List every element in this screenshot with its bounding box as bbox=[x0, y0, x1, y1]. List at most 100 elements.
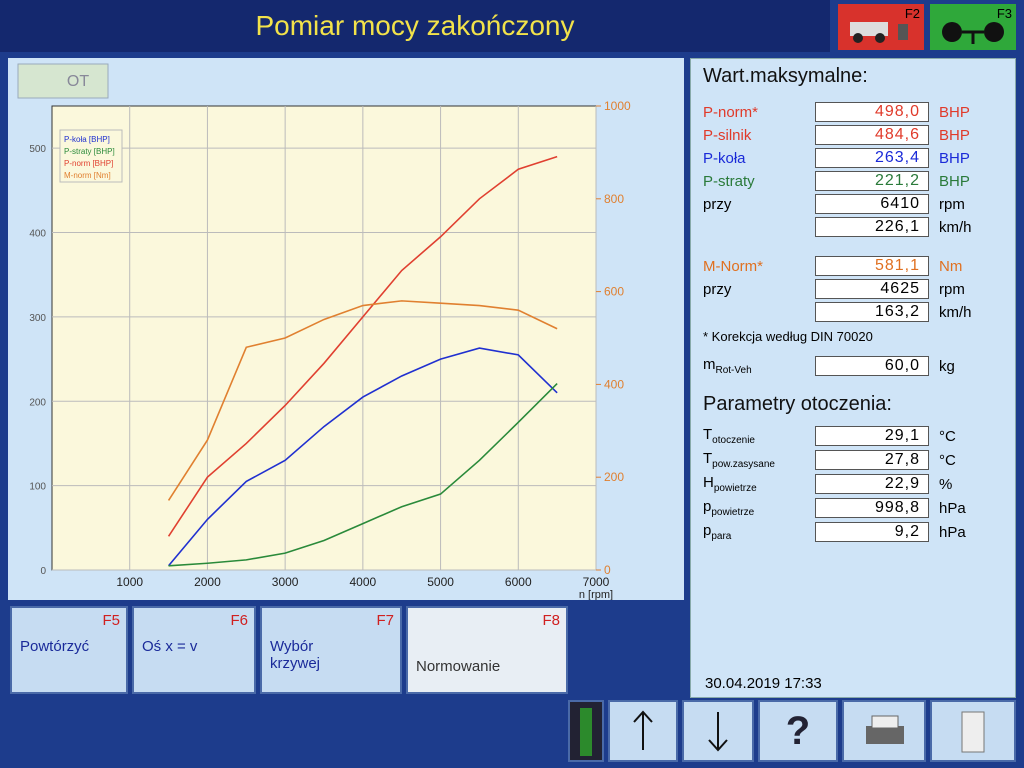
unit: BHP bbox=[939, 149, 970, 167]
datetime: 30.04.2019 17:33 bbox=[705, 675, 822, 692]
y-tick-label: 400 bbox=[29, 229, 46, 240]
value-row: Hpowietrze 22,9% bbox=[703, 473, 1013, 495]
legend-entry: P-koła [BHP] bbox=[64, 135, 110, 144]
value-box: 484,6 bbox=[815, 125, 929, 145]
series-line bbox=[167, 300, 558, 501]
function-button[interactable]: F7 Wybór krzywej bbox=[260, 606, 402, 694]
y-tick-label: 200 bbox=[29, 397, 46, 408]
label-text: M-Norm* bbox=[703, 257, 763, 275]
value-box: 9,2 bbox=[815, 522, 929, 542]
print-button[interactable] bbox=[842, 700, 926, 762]
series-line bbox=[167, 155, 558, 537]
progress-indicator bbox=[568, 700, 604, 762]
unit: °C bbox=[939, 451, 956, 469]
unit: BHP bbox=[939, 172, 970, 190]
value-box: 4625 bbox=[815, 279, 929, 299]
value-box: 226,1 bbox=[815, 217, 929, 237]
value-box: 998,8 bbox=[815, 498, 929, 518]
function-button[interactable]: F5 Powtórzyć bbox=[10, 606, 128, 694]
unit: °C bbox=[939, 427, 956, 445]
value-box: 22,9 bbox=[815, 474, 929, 494]
value-row: Totoczenie 29,1 °C bbox=[703, 425, 1013, 447]
key-label: F3 bbox=[996, 6, 1012, 21]
label-text: P-silnik bbox=[703, 126, 752, 144]
x-axis-label: n [rpm] bbox=[579, 589, 613, 600]
ot-button[interactable] bbox=[17, 63, 109, 99]
y2-tick-label: 200 bbox=[604, 470, 624, 484]
y-tick-label: 100 bbox=[29, 482, 46, 493]
x-tick-label: 5000 bbox=[427, 575, 454, 589]
series-line bbox=[167, 347, 558, 567]
y2-tick-label: 1000 bbox=[604, 99, 631, 113]
label-sub: para bbox=[711, 531, 732, 542]
y2-tick-label: 400 bbox=[604, 377, 624, 391]
value-box: 221,2 bbox=[815, 171, 929, 191]
unit: km/h bbox=[939, 218, 972, 236]
value-row: mRot-Veh 60,0 kg bbox=[703, 355, 1013, 377]
printer-icon bbox=[866, 715, 904, 744]
x-tick-label: 1000 bbox=[116, 575, 143, 589]
row-label: mRot-Veh bbox=[703, 356, 815, 376]
value-row: ppara 9,2 hPa bbox=[703, 521, 1013, 543]
row-label: ppara bbox=[703, 522, 815, 542]
value-box: 60,0 bbox=[815, 356, 929, 376]
down-button[interactable] bbox=[682, 700, 754, 762]
exit-button[interactable] bbox=[930, 700, 1016, 762]
button-label: Powtórzyć bbox=[20, 638, 90, 655]
values-panel: Wart.maksymalne: P-norm* 498,0 BHP P-silnik 4… bbox=[690, 58, 1016, 698]
value-box: 29,1 bbox=[815, 426, 929, 446]
plot-area bbox=[51, 105, 597, 571]
value-row: P-norm* 498,0 BHP bbox=[703, 101, 1013, 123]
x-tick-label: 6000 bbox=[505, 575, 532, 589]
row-label: ppowietrze bbox=[703, 498, 815, 518]
value-row: przy 4625 rpm bbox=[703, 278, 1013, 300]
unit: km/h bbox=[939, 303, 972, 321]
help-button[interactable]: ? bbox=[758, 700, 838, 762]
ot-label: OT bbox=[67, 73, 89, 90]
row-label: Hpowietrze bbox=[703, 474, 815, 494]
button-label: Normowanie bbox=[416, 658, 501, 675]
value-box: 263,4 bbox=[815, 148, 929, 168]
label-sub: pow.zasysane bbox=[712, 459, 775, 470]
value-row: przy 6410 rpm bbox=[703, 193, 1013, 215]
label-text: P-koła bbox=[703, 149, 746, 167]
value-row: P-straty 221,2 BHP bbox=[703, 170, 1013, 192]
value-row: P-silnik 484,6 BHP bbox=[703, 124, 1013, 146]
y-tick-label: 500 bbox=[29, 144, 46, 155]
value-box: 27,8 bbox=[815, 450, 929, 470]
car-icon bbox=[850, 22, 908, 43]
key-label: F2 bbox=[904, 6, 920, 21]
y2-tick-label: 0 bbox=[604, 563, 611, 577]
row-label: P-norm* bbox=[703, 104, 815, 121]
function-button[interactable]: F8 Normowanie bbox=[406, 606, 568, 694]
value-box: 6410 bbox=[815, 194, 929, 214]
f3-button[interactable]: F3 bbox=[930, 4, 1016, 50]
f2-button[interactable]: F2 bbox=[838, 4, 924, 50]
door-icon bbox=[961, 711, 985, 753]
value-box: 163,2 bbox=[815, 302, 929, 322]
x-tick-label: 3000 bbox=[272, 575, 299, 589]
unit: rpm bbox=[939, 280, 965, 298]
row-label: P-straty bbox=[703, 173, 815, 190]
x-tick-label: 2000 bbox=[194, 575, 221, 589]
label-text: P-norm* bbox=[703, 103, 759, 121]
row-label: M-Norm* bbox=[703, 258, 815, 275]
help-label: ? bbox=[785, 709, 811, 753]
up-button[interactable] bbox=[608, 700, 678, 762]
series-line bbox=[168, 382, 558, 567]
label-text: przy bbox=[703, 195, 732, 213]
function-button[interactable]: F6 Oś x = v bbox=[132, 606, 256, 694]
row-label: Totoczenie bbox=[703, 426, 815, 446]
row-label: przy bbox=[703, 281, 815, 298]
title-bar: Pomiar mocy zakończony bbox=[0, 0, 830, 52]
legend-entry: P-straty [BHP] bbox=[64, 147, 115, 156]
down-arrow bbox=[708, 712, 728, 752]
title: Pomiar mocy zakończony bbox=[255, 10, 575, 41]
y2-tick-label: 600 bbox=[604, 285, 624, 299]
note: * Korekcja według DIN 70020 bbox=[703, 329, 873, 344]
progress-bar bbox=[580, 708, 592, 756]
chart: OT 1000 2000 3000 4000 5000 6000 7000010020030… bbox=[8, 58, 684, 600]
row-label: P-koła bbox=[703, 150, 815, 167]
value-row: M-Norm* 581,1 Nm bbox=[703, 255, 1013, 277]
row-label: Tpow.zasysane bbox=[703, 450, 815, 470]
